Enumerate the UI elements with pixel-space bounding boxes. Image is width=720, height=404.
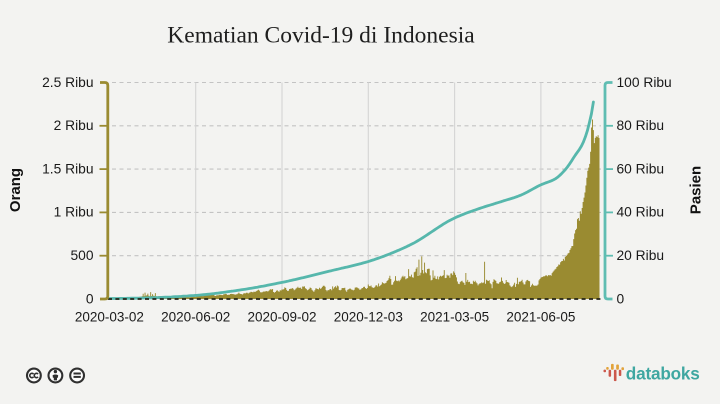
svg-text:0: 0 [617, 291, 625, 306]
svg-text:Orang: Orang [7, 168, 24, 212]
svg-text:60 Ribu: 60 Ribu [617, 161, 665, 176]
svg-text:1 Ribu: 1 Ribu [54, 205, 94, 220]
svg-text:2020-06-02: 2020-06-02 [161, 310, 230, 325]
svg-text:40 Ribu: 40 Ribu [617, 205, 665, 220]
svg-text:2020-09-02: 2020-09-02 [247, 310, 316, 325]
svg-text:80 Ribu: 80 Ribu [617, 118, 665, 133]
svg-text:500: 500 [70, 248, 93, 263]
svg-text:Kematian Covid-19 di Indonesia: Kematian Covid-19 di Indonesia [167, 23, 475, 49]
svg-text:2020-12-03: 2020-12-03 [334, 310, 403, 325]
svg-text:2 Ribu: 2 Ribu [54, 118, 94, 133]
svg-text:100 Ribu: 100 Ribu [617, 75, 672, 90]
svg-text:2.5 Ribu: 2.5 Ribu [42, 75, 93, 90]
svg-text:databoks: databoks [626, 363, 700, 383]
svg-text:2021-03-05: 2021-03-05 [420, 310, 489, 325]
svg-text:20 Ribu: 20 Ribu [617, 248, 665, 263]
svg-text:0: 0 [86, 291, 94, 306]
svg-text:2020-03-02: 2020-03-02 [75, 310, 144, 325]
svg-text:2021-06-05: 2021-06-05 [506, 310, 575, 325]
svg-text:Pasien: Pasien [688, 166, 705, 214]
svg-text:1.5 Ribu: 1.5 Ribu [42, 161, 93, 176]
